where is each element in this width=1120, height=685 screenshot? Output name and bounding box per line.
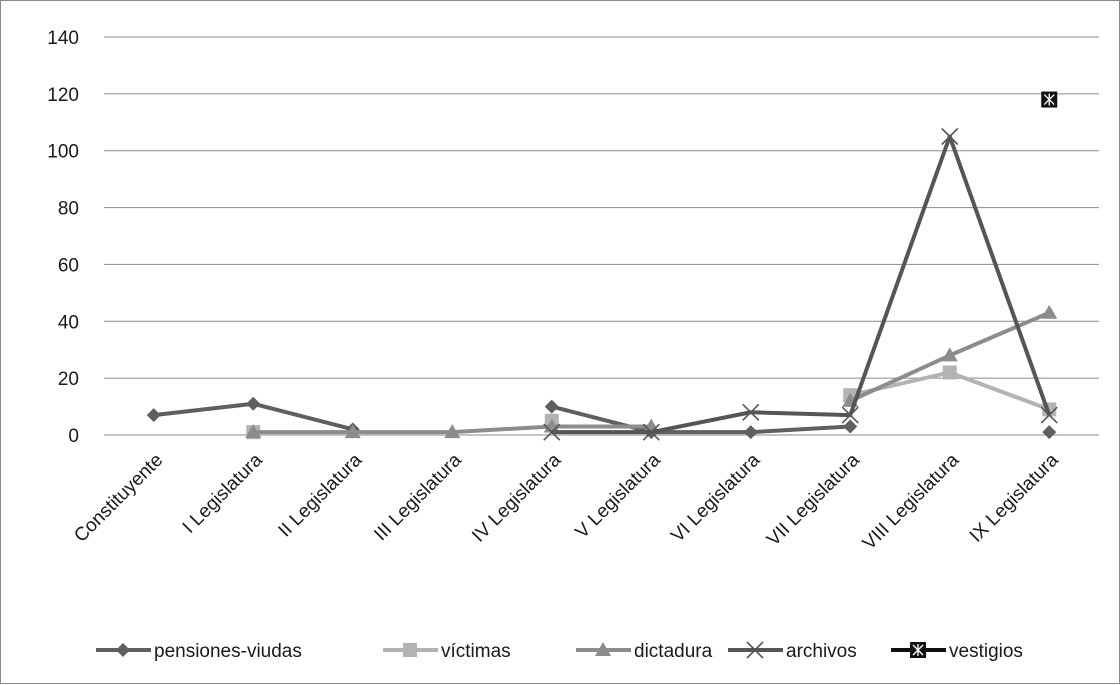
data-point (1041, 304, 1058, 319)
legend-marker (116, 643, 130, 657)
x-tick-label: V Legislatura (572, 449, 666, 543)
data-point (742, 403, 760, 421)
y-tick-label: 100 (47, 142, 79, 163)
series-archivos (543, 127, 1058, 441)
data-point (245, 424, 262, 439)
legend-label: víctimas (441, 641, 511, 662)
series-line (551, 404, 851, 435)
x-tick-label: III Legislatura (370, 449, 466, 545)
x-tick-label: VIII Legislatura (859, 449, 964, 554)
y-tick-label: 0 (68, 426, 79, 447)
data-point (1042, 425, 1057, 440)
y-tick-label: 20 (58, 369, 79, 390)
legend-marker (746, 641, 764, 659)
data-point (841, 406, 859, 424)
data-point (1040, 406, 1058, 424)
legend-item-vestigios: vestigios (891, 641, 1023, 662)
legend-marker (910, 642, 926, 658)
x-tick-label: Constituyente (70, 450, 167, 547)
gridlines (104, 36, 1099, 436)
y-tick-label: 80 (58, 199, 79, 220)
x-tick-label: VI Legislatura (667, 449, 764, 546)
legend-item-archivos: archivos (728, 641, 857, 662)
legend: pensiones-viudas víctimas dictadura archivo… (96, 641, 1023, 662)
data-point (444, 424, 461, 439)
data-point (942, 365, 957, 380)
legend-item-víctimas: víctimas (383, 641, 511, 662)
series-dictadura (245, 304, 1058, 439)
data-point (941, 127, 959, 146)
legend-label: pensiones-viudas (154, 641, 302, 662)
data-point (743, 425, 758, 440)
legend-label: archivos (786, 641, 857, 662)
data-point (344, 424, 361, 439)
data-point (146, 408, 161, 423)
x-axis-ticks: Constituyente I Legislatura II Legislatura… (70, 449, 1063, 554)
x-tick-label: II Legislatura (275, 449, 367, 541)
data-point (642, 423, 660, 441)
series-line (551, 134, 1052, 435)
x-tick-label: IV Legislatura (468, 449, 565, 546)
legend-item-dictadura: dictadura (576, 641, 713, 662)
data-point (544, 399, 559, 414)
data-point (246, 396, 261, 411)
legend-marker (595, 642, 611, 656)
series-lines (146, 91, 1058, 441)
legend-item-pensiones-viudas: pensiones-viudas (96, 641, 302, 662)
y-tick-label: 140 (47, 28, 79, 49)
y-tick-label: 40 (58, 312, 79, 333)
data-point (941, 347, 958, 362)
y-tick-label: 60 (58, 255, 79, 276)
y-tick-label: 120 (47, 85, 79, 106)
legend-label: vestigios (949, 641, 1023, 662)
data-point (543, 423, 561, 441)
x-tick-label: VII Legislatura (763, 449, 864, 550)
data-point (1041, 91, 1058, 108)
data-point (843, 419, 858, 434)
x-tick-label: IX Legislatura (966, 449, 1063, 546)
legend-marker (403, 643, 417, 657)
legend-label: dictadura (634, 641, 713, 662)
x-tick-label: I Legislatura (179, 449, 267, 537)
series-vestigios (1041, 91, 1058, 108)
y-axis-ticks: 0 20 40 60 80 100 120 140 (47, 28, 79, 447)
